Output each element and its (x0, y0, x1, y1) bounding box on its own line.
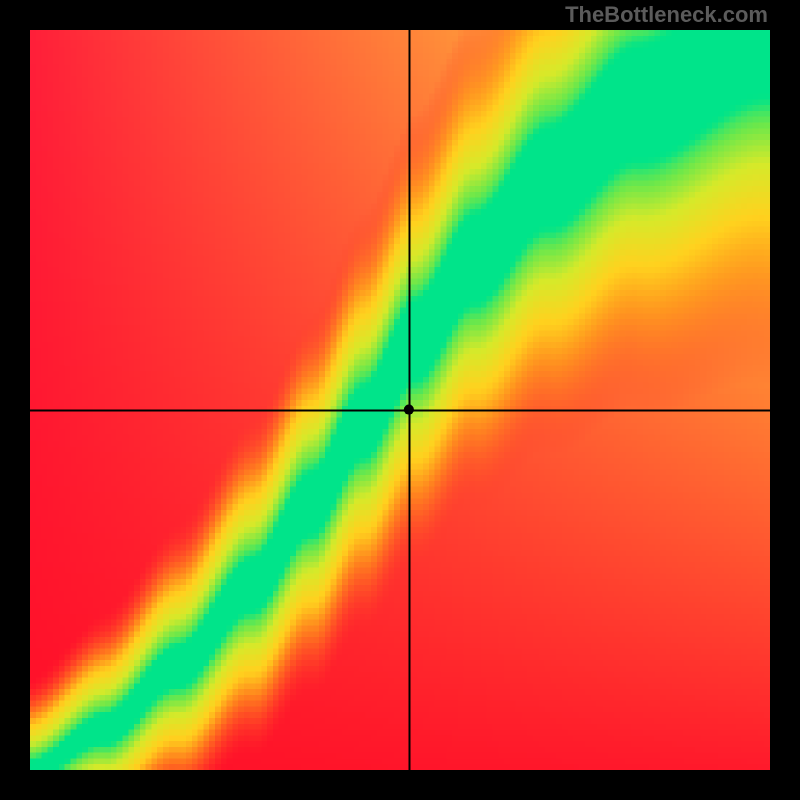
crosshair-overlay (30, 30, 770, 770)
watermark-text: TheBottleneck.com (565, 2, 768, 28)
